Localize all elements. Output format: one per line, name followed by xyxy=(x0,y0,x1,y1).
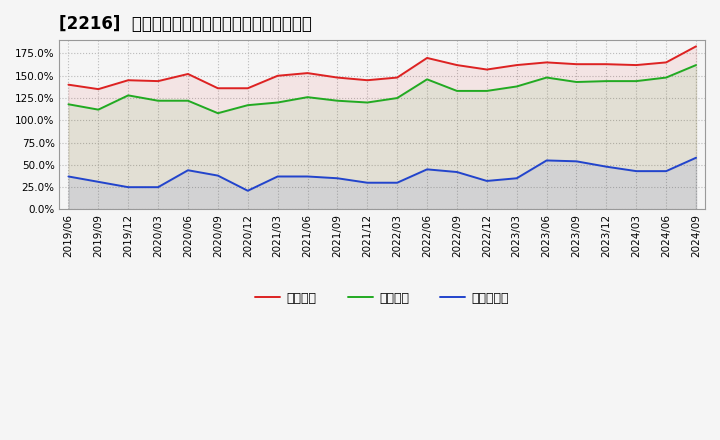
現預金比率 xyxy=(482,178,491,183)
現預金比率 xyxy=(662,169,670,174)
当座比率 xyxy=(662,75,670,80)
現預金比率 xyxy=(542,158,551,163)
Legend: 流動比率, 当座比率, 現預金比率: 流動比率, 当座比率, 現預金比率 xyxy=(251,287,514,310)
当座比率 xyxy=(333,98,342,103)
流動比率 xyxy=(124,77,132,83)
現預金比率 xyxy=(243,188,252,193)
流動比率 xyxy=(692,44,701,49)
当座比率 xyxy=(632,78,641,84)
流動比率 xyxy=(572,62,581,67)
当座比率 xyxy=(572,79,581,84)
現預金比率 xyxy=(453,169,462,175)
現預金比率 xyxy=(632,169,641,174)
当座比率 xyxy=(124,93,132,98)
流動比率 xyxy=(363,77,372,83)
流動比率 xyxy=(333,75,342,80)
当座比率 xyxy=(274,100,282,105)
流動比率 xyxy=(393,75,402,80)
流動比率 xyxy=(602,62,611,67)
当座比率 xyxy=(184,98,192,103)
現預金比率 xyxy=(333,176,342,181)
当座比率 xyxy=(423,77,431,82)
流動比率 xyxy=(64,82,73,87)
流動比率 xyxy=(632,62,641,68)
現預金比率 xyxy=(602,164,611,169)
流動比率 xyxy=(542,60,551,65)
流動比率 xyxy=(662,60,670,65)
現預金比率 xyxy=(572,159,581,164)
流動比率 xyxy=(214,86,222,91)
流動比率 xyxy=(423,55,431,61)
当座比率 xyxy=(393,95,402,101)
当座比率 xyxy=(214,110,222,116)
流動比率 xyxy=(513,62,521,68)
Line: 現預金比率: 現預金比率 xyxy=(68,158,696,191)
現預金比率 xyxy=(154,184,163,190)
当座比率 xyxy=(64,102,73,107)
当座比率 xyxy=(363,100,372,105)
現預金比率 xyxy=(124,184,132,190)
当座比率 xyxy=(243,103,252,108)
現預金比率 xyxy=(692,155,701,161)
現預金比率 xyxy=(393,180,402,185)
当座比率 xyxy=(94,107,103,112)
当座比率 xyxy=(692,62,701,68)
流動比率 xyxy=(482,67,491,72)
現預金比率 xyxy=(513,176,521,181)
現預金比率 xyxy=(274,174,282,179)
現預金比率 xyxy=(94,179,103,184)
流動比率 xyxy=(184,71,192,77)
当座比率 xyxy=(602,78,611,84)
当座比率 xyxy=(482,88,491,94)
現預金比率 xyxy=(64,174,73,179)
流動比率 xyxy=(303,70,312,76)
当座比率 xyxy=(542,75,551,80)
現預金比率 xyxy=(423,167,431,172)
Line: 当座比率: 当座比率 xyxy=(68,65,696,113)
流動比率 xyxy=(274,73,282,78)
当座比率 xyxy=(303,95,312,100)
流動比率 xyxy=(453,62,462,68)
現預金比率 xyxy=(184,168,192,173)
当座比率 xyxy=(453,88,462,94)
Line: 流動比率: 流動比率 xyxy=(68,46,696,89)
当座比率 xyxy=(154,98,163,103)
当座比率 xyxy=(513,84,521,89)
流動比率 xyxy=(154,78,163,84)
流動比率 xyxy=(243,86,252,91)
流動比率 xyxy=(94,87,103,92)
現預金比率 xyxy=(303,174,312,179)
Text: [2216]  流動比率、当座比率、現預金比率の推移: [2216] 流動比率、当座比率、現預金比率の推移 xyxy=(60,15,312,33)
現預金比率 xyxy=(214,173,222,178)
現預金比率 xyxy=(363,180,372,185)
